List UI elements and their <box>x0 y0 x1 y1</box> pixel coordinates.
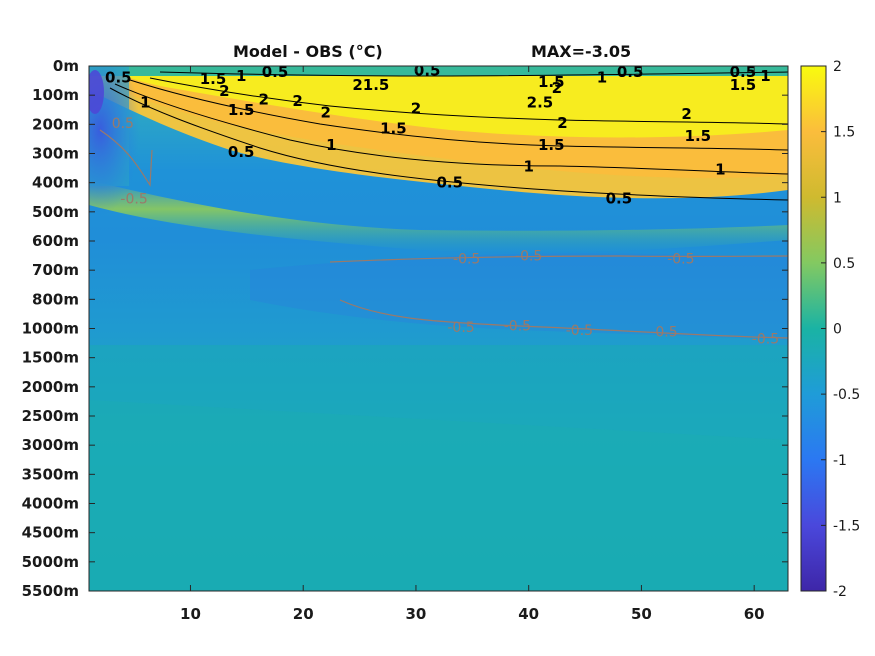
contour-label-negative: -0.5 <box>752 332 779 348</box>
y-tick-label: 1000m <box>22 320 79 338</box>
contour-label-negative: -0.5 <box>504 319 531 335</box>
colorbar-tick-label: 1.5 <box>833 125 855 141</box>
y-tick-label: 3500m <box>22 465 79 483</box>
y-tick-label: 2500m <box>22 407 79 425</box>
x-tick-label: 40 <box>518 605 539 623</box>
contour-label: 1 <box>140 93 150 111</box>
heatmap-field <box>89 66 788 591</box>
x-tick-label: 50 <box>631 605 652 623</box>
contour-label: 0.5 <box>606 190 633 208</box>
y-tick-label: 300m <box>32 145 79 163</box>
contour-lines <box>99 71 788 339</box>
contour-label: 1 <box>760 67 770 85</box>
x-tick-label: 10 <box>180 605 201 623</box>
contour-labels: 0.5 1.5 1 0.521 1.52 2221.50.521.510.50.511.5… <box>105 61 779 348</box>
contour-label: 1.5 <box>200 70 227 88</box>
contour-label: 2 <box>557 114 567 132</box>
y-tick-label: 0m <box>53 57 79 75</box>
contour-label: 21.5 <box>352 76 389 94</box>
contour-label: 1 <box>326 136 336 154</box>
contour-label: 2 <box>321 104 331 122</box>
y-tick-label: 400m <box>32 174 79 192</box>
contour-line-neg-lower <box>339 299 788 339</box>
contour-line-2 <box>149 77 788 125</box>
y-tick-label: 700m <box>32 261 79 279</box>
y-tick-label: 500m <box>32 203 79 221</box>
contour-label-negative: -0.5 <box>515 249 542 265</box>
y-tick-label: 2000m <box>22 378 79 396</box>
contour-line-1 <box>114 83 788 175</box>
colorbar-tick-label: -1 <box>833 453 847 469</box>
y-tick-label: 5000m <box>22 553 79 571</box>
contour-label-negative: -0.5 <box>566 323 593 339</box>
x-tick-label: 60 <box>744 605 765 623</box>
contour-label: 0.5 <box>262 63 289 81</box>
max-annotation: MAX=-3.05 <box>531 42 632 61</box>
contour-label: 2 <box>552 79 562 97</box>
contour-label-negative: 0.5 <box>112 116 134 132</box>
contour-label: 0.5 <box>105 69 132 87</box>
contour-line-top <box>159 71 788 77</box>
colorbar-tick-label: 0 <box>833 322 842 338</box>
contour-label: 2 <box>681 105 691 123</box>
contour-label: 0.5 <box>617 63 644 81</box>
y-tick-label: 4000m <box>22 495 79 513</box>
contour-label: 0.5 <box>436 174 463 192</box>
chart-title: Model - OBS (°C) <box>233 42 383 61</box>
contour-label-negative: -0.5 <box>650 324 677 340</box>
colorbar-tick-label: -1.5 <box>833 518 860 534</box>
contour-label: 2.5 <box>527 93 554 111</box>
colorbar-tick-label: 2 <box>833 59 842 75</box>
y-tick-label: 1500m <box>22 349 79 367</box>
contour-line-neg-upper <box>329 255 788 263</box>
y-tick-label: 5500m <box>22 582 79 600</box>
colorbar-tick-label: -2 <box>833 584 847 600</box>
contour-label: 2 <box>292 92 302 110</box>
contour-label: 1 <box>523 158 533 176</box>
contour-label: 1 <box>715 161 725 179</box>
y-tick-label: 800m <box>32 290 79 308</box>
colorbar-tick-label: -0.5 <box>833 387 860 403</box>
contour-label: 1.5 <box>685 127 712 145</box>
contour-label-negative: -0.5 <box>453 252 480 268</box>
x-tick-label: 30 <box>406 605 427 623</box>
contour-line-0.5 <box>109 87 788 201</box>
x-axis: 10 20 30 40 50 60 <box>180 66 765 623</box>
contour-label: 1.5 <box>730 76 757 94</box>
y-tick-label: 3000m <box>22 436 79 454</box>
contour-label: 1.5 <box>380 120 407 138</box>
contour-label: 2 <box>411 99 421 117</box>
contour-label: 2 <box>259 91 269 109</box>
contour-label-negative: -0.5 <box>120 192 147 208</box>
contour-label: 1 <box>597 69 607 87</box>
contour-line-1.5 <box>129 79 788 151</box>
contour-label: 0.5 <box>730 63 757 81</box>
colorbar-tick-label: 1 <box>833 190 842 206</box>
colorbar-tick-label: 0.5 <box>833 256 855 272</box>
contour-label: 1.5 <box>538 73 565 91</box>
contour-label: 0.5 <box>228 143 255 161</box>
colorbar-axis: 2 1.5 1 0.5 0 -0.5 -1 -1.5 -2 <box>821 59 860 600</box>
y-tick-label: 4500m <box>22 524 79 542</box>
x-tick-label: 20 <box>293 605 314 623</box>
contour-label: 1 <box>236 67 246 85</box>
contour-label-negative: -0.5 <box>667 252 694 268</box>
contour-line-neg-left <box>99 129 153 187</box>
y-axis: 0m 100m 200m 300m 400m 500m 600m 700m 800m 1000m 1… <box>22 57 788 600</box>
contour-label: 0.5 <box>414 61 441 79</box>
contour-label: 2 <box>219 82 229 100</box>
contour-label: 1.5 <box>228 101 255 119</box>
y-tick-label: 100m <box>32 86 79 104</box>
contour-label-negative: -0.5 <box>447 320 474 336</box>
y-tick-label: 600m <box>32 232 79 250</box>
y-tick-label: 200m <box>32 115 79 133</box>
contour-label: 1.5 <box>538 136 565 154</box>
